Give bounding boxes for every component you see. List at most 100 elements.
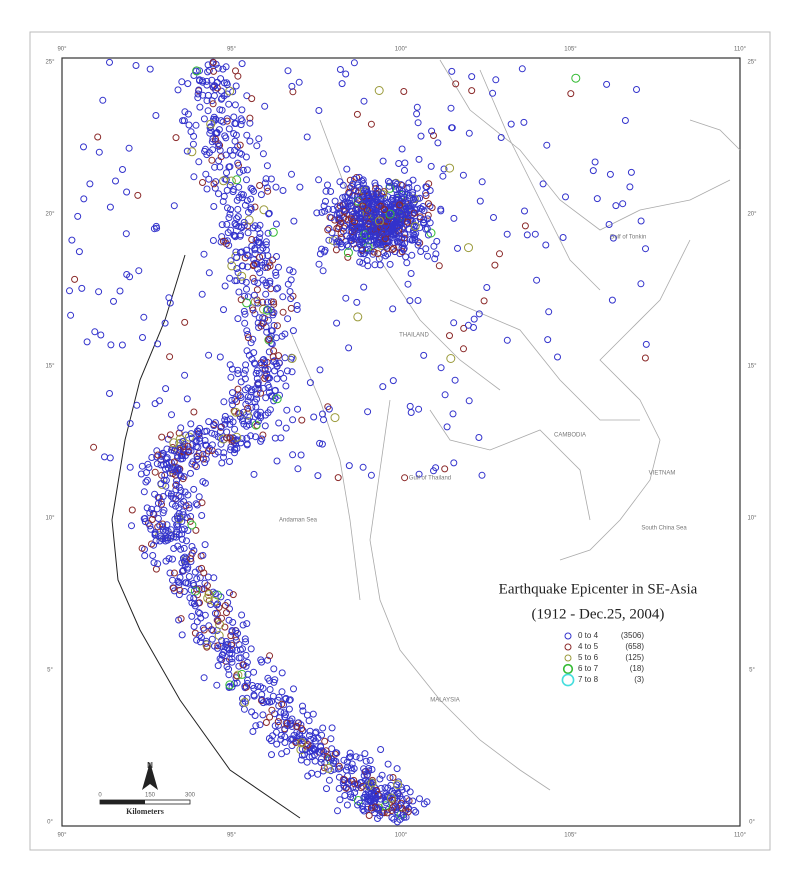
epicenter xyxy=(360,216,368,224)
epicenter xyxy=(250,278,258,286)
epicenter xyxy=(283,747,291,755)
epicenter xyxy=(223,169,230,177)
epicenter xyxy=(224,644,232,652)
epicenter xyxy=(193,618,201,626)
epicenter xyxy=(220,648,228,656)
epicenter xyxy=(235,654,243,662)
longitude-label: 90° xyxy=(57,833,67,839)
epicenter xyxy=(116,287,124,295)
epicenter xyxy=(214,642,222,650)
epicenter xyxy=(360,97,368,105)
epicenter xyxy=(459,171,467,179)
epicenter xyxy=(199,455,207,463)
epicenter xyxy=(66,287,73,295)
epicenter xyxy=(170,447,178,455)
epicenter xyxy=(335,237,343,245)
epicenter xyxy=(151,490,159,498)
epicenter xyxy=(216,353,224,361)
epicenter xyxy=(402,211,410,218)
epicenter xyxy=(404,207,412,214)
epicenter xyxy=(184,527,192,534)
epicenter xyxy=(336,66,344,73)
epicenter xyxy=(533,276,541,284)
epicenter xyxy=(162,557,170,565)
epicenter xyxy=(370,194,377,202)
epicenter xyxy=(465,129,473,137)
epicenter xyxy=(261,102,269,110)
epicenter xyxy=(416,224,424,232)
epicenter xyxy=(491,261,499,269)
epicenter xyxy=(367,778,377,788)
epicenter xyxy=(213,78,221,86)
epicenter xyxy=(161,319,169,327)
epicenter xyxy=(425,200,432,208)
epicenter xyxy=(367,120,375,128)
epicenter xyxy=(201,479,209,487)
epicenter xyxy=(277,735,285,743)
epicenter xyxy=(606,170,614,178)
epicenter xyxy=(242,361,250,369)
epicenter xyxy=(126,463,134,471)
epicenter xyxy=(175,531,183,539)
epicenter xyxy=(138,544,146,552)
epicenter xyxy=(192,66,202,76)
epicenter xyxy=(441,391,449,399)
epicenter xyxy=(234,629,242,637)
epicenter xyxy=(161,471,169,479)
epicenter xyxy=(206,119,216,129)
legend-label: 4 to 5 xyxy=(578,642,599,651)
epicenter xyxy=(175,504,183,512)
epicenter xyxy=(151,531,159,539)
epicenter xyxy=(365,812,373,819)
epicenter xyxy=(221,412,229,420)
epicenter xyxy=(221,623,229,631)
epicenter xyxy=(191,461,199,469)
epicenter xyxy=(199,77,206,85)
epicenter xyxy=(147,525,155,533)
scale-label: 0 xyxy=(98,793,102,799)
epicenter xyxy=(187,520,197,530)
epicenter xyxy=(265,388,273,396)
epicenter xyxy=(374,86,384,95)
epicenter xyxy=(272,394,282,404)
epicenter xyxy=(227,257,235,265)
epicenter xyxy=(273,322,281,330)
epicenter xyxy=(244,331,252,338)
epicenter xyxy=(327,735,335,743)
epicenter xyxy=(227,206,235,214)
epicenter xyxy=(398,235,405,243)
epicenter xyxy=(226,176,236,186)
epicenter xyxy=(336,178,344,186)
epicenter xyxy=(269,256,277,264)
epicenter xyxy=(179,508,187,516)
epicenter xyxy=(347,753,354,761)
epicenter xyxy=(201,579,209,587)
epicenter xyxy=(275,419,283,427)
epicenter xyxy=(266,698,274,706)
epicenter xyxy=(293,722,301,730)
epicenter xyxy=(414,297,422,304)
epicenter xyxy=(253,395,261,403)
epicenter xyxy=(431,255,439,263)
epicenter xyxy=(203,81,211,89)
epicenter xyxy=(246,137,254,145)
epicenter xyxy=(132,62,140,69)
epicenter xyxy=(133,401,141,409)
epicenter xyxy=(612,202,620,210)
epicenter xyxy=(241,319,249,327)
epicenter xyxy=(266,686,274,693)
epicenter xyxy=(252,260,260,268)
epicenter xyxy=(227,261,237,271)
epicenter xyxy=(320,764,328,772)
latitude-label: 5° xyxy=(749,668,755,674)
epicenter xyxy=(465,397,473,405)
epicenter xyxy=(185,501,193,509)
epicenter xyxy=(248,403,256,411)
epicenter xyxy=(521,222,529,230)
epicenter xyxy=(387,227,395,235)
epicenter xyxy=(254,319,262,327)
epicenter xyxy=(238,106,246,114)
epicenter xyxy=(244,393,252,401)
epicenter xyxy=(363,771,371,779)
epicenter xyxy=(241,682,249,690)
